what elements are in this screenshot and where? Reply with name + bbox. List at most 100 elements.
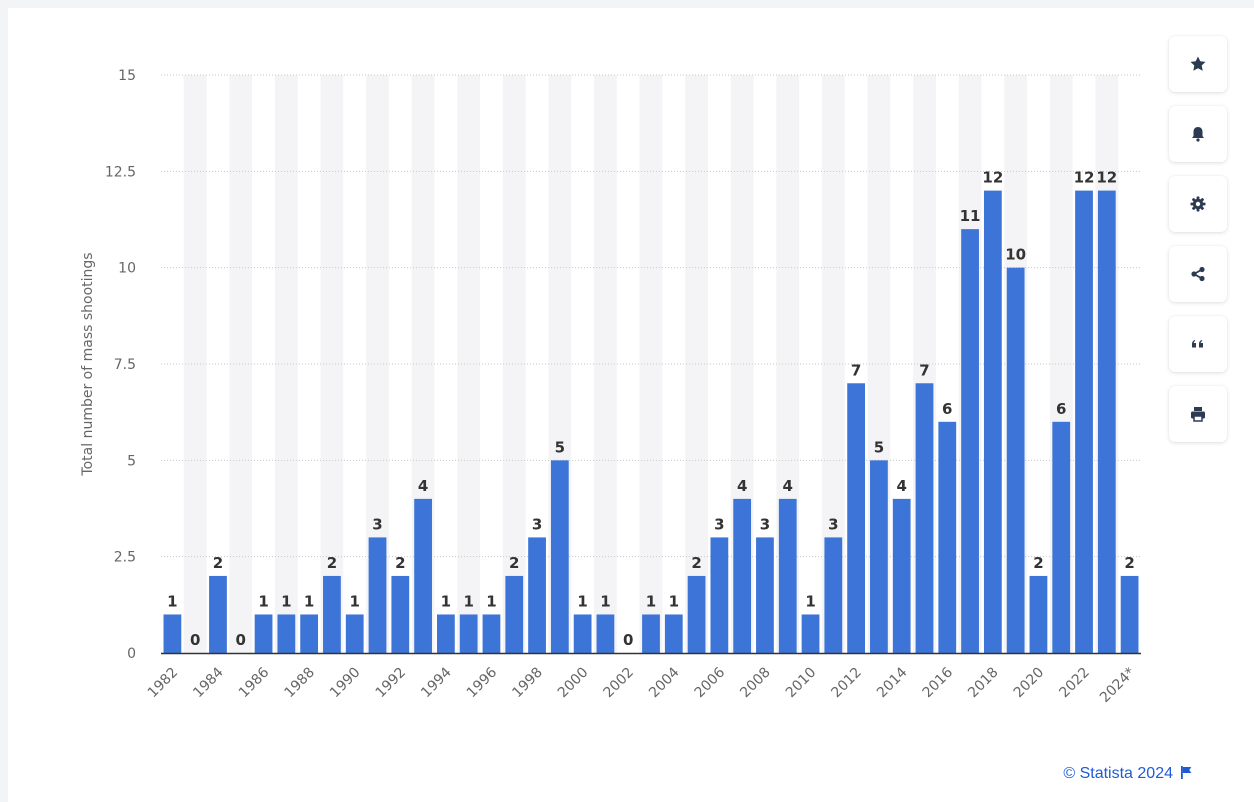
bar (687, 575, 706, 653)
data-label: 0 (623, 631, 633, 649)
bar (870, 460, 888, 653)
data-label: 2 (395, 554, 405, 572)
y-tick-label: 10 (118, 261, 136, 277)
bar (710, 537, 729, 653)
data-label: 10 (1005, 246, 1026, 264)
data-label: 12 (1074, 169, 1095, 187)
x-tick-label: 2006 (692, 664, 729, 701)
data-label: 2 (1033, 554, 1043, 572)
bar (1120, 575, 1139, 653)
bar (983, 190, 1002, 653)
bar (801, 614, 820, 653)
bar (733, 498, 752, 653)
bar (459, 614, 478, 653)
bar (528, 537, 546, 653)
bar (163, 614, 182, 653)
x-tick-label: 1986 (236, 664, 273, 701)
data-label: 3 (760, 515, 770, 533)
data-label: 1 (600, 592, 610, 610)
share-icon (1191, 266, 1205, 282)
bar (778, 498, 797, 653)
y-tick-label: 7.5 (114, 357, 136, 373)
data-label: 2 (509, 554, 519, 572)
y-axis-title: Total number of mass shootings (80, 252, 96, 476)
x-tick-label: 1982 (145, 665, 182, 702)
data-label: 1 (281, 592, 291, 610)
data-label: 7 (919, 361, 929, 379)
bar (961, 229, 979, 653)
cite-button[interactable] (1169, 316, 1227, 372)
data-label: 1 (577, 592, 587, 610)
bar (414, 498, 432, 653)
flag-icon (1181, 766, 1192, 779)
bar (915, 383, 934, 653)
favorite-button[interactable] (1169, 36, 1227, 92)
data-label: 4 (737, 477, 747, 495)
x-tick-label: 2010 (783, 665, 820, 702)
x-tick-label: 1988 (281, 665, 318, 702)
background-band (274, 75, 298, 653)
y-tick-label: 12.5 (105, 164, 136, 180)
x-tick-label: 2004 (646, 664, 683, 701)
x-tick-label: 1992 (373, 665, 410, 702)
x-tick-label: 1990 (327, 665, 364, 702)
data-label: 2 (213, 554, 223, 572)
data-label: 1 (463, 592, 473, 610)
bar (368, 537, 387, 653)
x-tick-label: 2000 (555, 665, 592, 702)
bar (436, 614, 455, 653)
bar (482, 614, 501, 653)
bar (300, 614, 319, 653)
settings-button[interactable] (1169, 176, 1227, 232)
notification-button[interactable] (1169, 106, 1227, 162)
data-label: 6 (942, 400, 952, 418)
bar (277, 614, 296, 653)
y-tick-label: 15 (118, 68, 136, 84)
background-band (183, 75, 207, 653)
chart-card: 0 2.5 5 7.5 10 12.5 15 Total number of mass sho… (8, 8, 1254, 802)
data-label: 3 (532, 515, 542, 533)
statista-credit[interactable]: © Statista 2024 (1063, 765, 1192, 783)
bar (1097, 190, 1116, 653)
data-label: 1 (805, 592, 815, 610)
share-button[interactable] (1169, 246, 1227, 302)
chart-toolbar (1169, 36, 1229, 456)
x-tick-label: 1998 (509, 665, 546, 702)
bar (596, 614, 615, 653)
data-label: 1 (258, 592, 268, 610)
data-label: 2 (691, 554, 701, 572)
x-tick-label: 1984 (190, 664, 227, 701)
print-button[interactable] (1169, 386, 1227, 442)
data-label: 6 (1056, 400, 1066, 418)
background-band (502, 75, 526, 653)
bell-icon (1192, 127, 1204, 142)
data-label: 1 (350, 592, 360, 610)
bar (1029, 575, 1048, 653)
background-band (685, 75, 708, 653)
x-tick-label: 2016 (920, 664, 957, 701)
bar (892, 498, 911, 653)
data-label: 5 (555, 438, 565, 456)
bar (824, 537, 843, 653)
data-label: 3 (372, 515, 382, 533)
bar (209, 575, 227, 653)
data-label: 1 (646, 592, 656, 610)
x-tick-label: 2008 (737, 665, 774, 702)
x-tick-label: 1994 (418, 664, 455, 701)
bar (323, 575, 341, 653)
bar (573, 614, 592, 653)
bar (642, 614, 660, 653)
bar (505, 575, 524, 653)
bar (254, 614, 273, 653)
bar (1075, 190, 1093, 653)
credit-text: © Statista 2024 (1063, 765, 1173, 782)
star-icon (1190, 56, 1206, 71)
data-label: 1 (486, 592, 496, 610)
data-label: 0 (190, 631, 200, 649)
background-band (229, 75, 253, 653)
data-label: 1 (669, 592, 679, 610)
data-label: 3 (828, 515, 838, 533)
data-label: 12 (1096, 169, 1117, 187)
background-band (320, 75, 344, 653)
